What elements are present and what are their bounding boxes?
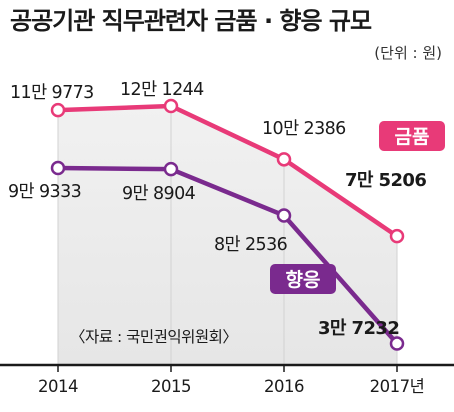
data-point bbox=[276, 208, 292, 223]
data-label: 7만 5206 bbox=[345, 170, 426, 191]
legend-box-향응 bbox=[270, 264, 336, 294]
x-tick-label: 2014 bbox=[38, 377, 78, 396]
x-tick-label: 2016 bbox=[264, 377, 304, 396]
data-point bbox=[276, 152, 292, 167]
data-label: 10만 2386 bbox=[262, 119, 346, 139]
chart-title: 공공기관 직무관련자 금품 · 향응 규모 bbox=[10, 7, 372, 35]
data-point bbox=[163, 98, 179, 114]
x-tick-label: 2017년 bbox=[370, 377, 425, 396]
legend-box-금품 bbox=[379, 121, 445, 151]
data-label: 8만 2536 bbox=[214, 235, 288, 255]
data-point bbox=[389, 228, 405, 244]
source-label: 〈자료 : 국민권익위원회〉 bbox=[70, 328, 237, 346]
data-label: 3만 7232 bbox=[318, 318, 399, 339]
data-point bbox=[389, 336, 405, 351]
legend-label: 향응 bbox=[286, 269, 321, 291]
data-point bbox=[50, 102, 66, 118]
data-label: 12만 1244 bbox=[120, 80, 204, 100]
data-label: 9만 9333 bbox=[8, 182, 81, 202]
x-tick-label: 2015 bbox=[151, 377, 191, 396]
data-label: 11만 9773 bbox=[10, 83, 94, 103]
legend-label: 금품 bbox=[395, 126, 430, 148]
series-line-금품 bbox=[55, 103, 400, 239]
data-point bbox=[50, 160, 66, 176]
data-point bbox=[163, 161, 179, 177]
data-label: 9만 8904 bbox=[122, 184, 196, 204]
unit-label: (단위 : 원) bbox=[374, 44, 442, 62]
plot-area: 2014 2015 2016 2017년 11만 9773 12만 1244 10만 238… bbox=[0, 80, 454, 396]
series-line-향응 bbox=[55, 165, 400, 346]
